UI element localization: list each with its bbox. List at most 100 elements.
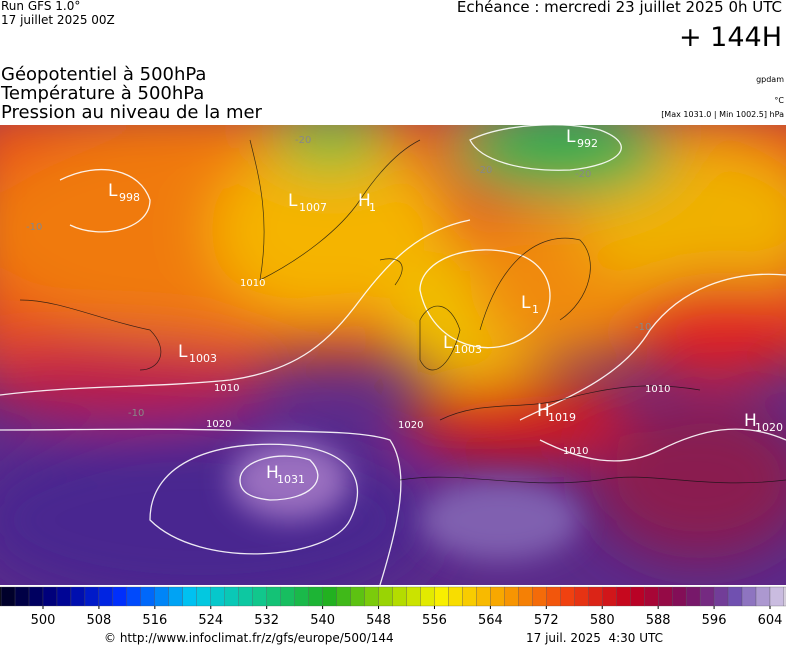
colorbar-swatch xyxy=(755,586,771,607)
colorbar-swatch xyxy=(294,586,309,607)
temperature-label: -20 xyxy=(476,165,492,176)
run-date: 17 juillet 2025 00Z xyxy=(1,13,115,27)
colorbar-swatch xyxy=(685,586,701,607)
colorbar-label: 580 xyxy=(590,613,615,628)
colorbar-swatch xyxy=(56,586,72,607)
colorbar-swatch xyxy=(182,586,197,607)
center-symbol: H xyxy=(358,191,371,211)
colorbar-swatch xyxy=(210,586,225,607)
colorbar-label: 540 xyxy=(310,613,335,628)
isobar-label: 1020 xyxy=(206,419,231,430)
colorbar-swatch xyxy=(741,586,757,607)
colorbar-swatch xyxy=(588,586,603,607)
colorbar-swatch xyxy=(504,586,519,607)
colorbar-swatch xyxy=(140,586,155,607)
colorbar-swatch xyxy=(630,586,645,607)
colorbar-swatch xyxy=(154,586,169,607)
isobar-label: 1020 xyxy=(398,420,423,431)
colorbar-swatch xyxy=(252,586,267,607)
colorbar-label: 500 xyxy=(31,613,56,628)
temperature-label: -10 xyxy=(26,222,42,233)
isobar-label: 1010 xyxy=(240,278,265,289)
colorbar-swatch xyxy=(378,586,393,607)
field-title: Température à 500hPa xyxy=(1,83,205,104)
field-title: Pression au niveau de la mer xyxy=(1,102,262,123)
colorbar-swatch xyxy=(490,586,505,607)
center-symbol: L xyxy=(288,191,298,211)
colorbar-swatch xyxy=(28,586,44,607)
center-value: 998 xyxy=(119,191,140,204)
colorbar-swatch xyxy=(364,586,379,607)
colorbar-swatch xyxy=(98,586,114,607)
colorbar-swatch xyxy=(434,586,449,607)
lead-time: + 144H xyxy=(678,22,782,53)
temperature-label: -10 xyxy=(635,322,651,333)
unit: °C xyxy=(774,96,784,105)
colorbar-swatch xyxy=(671,586,687,607)
colorbar-swatch xyxy=(658,586,673,607)
colorbar-swatch xyxy=(462,586,477,607)
center-value: 1003 xyxy=(454,343,482,356)
issued: 17 juil. 2025 4:30 UTC xyxy=(526,631,664,645)
colorbar-label: 596 xyxy=(702,613,727,628)
center-symbol: L xyxy=(521,293,531,313)
source: © http://www.infoclimat.fr/z/gfs/europe/… xyxy=(104,631,394,645)
center-value: 1020 xyxy=(755,421,783,434)
colorbar-swatch xyxy=(336,586,351,607)
colorbar: 500 508 516 524 532 540 548 556 564 572 580 588 596 6… xyxy=(0,586,786,628)
center-value: 1007 xyxy=(299,201,327,214)
colorbar-swatch xyxy=(713,586,729,607)
temperature-label: -20 xyxy=(575,169,591,180)
center-symbol: L xyxy=(566,127,576,147)
colorbar-swatch xyxy=(280,586,295,607)
center-symbol: H xyxy=(537,401,550,421)
colorbar-swatch xyxy=(84,586,100,607)
center-value: 1031 xyxy=(277,473,305,486)
colorbar-swatch xyxy=(518,586,533,607)
colorbar-swatch xyxy=(70,586,86,607)
colorbar-swatch xyxy=(602,586,617,607)
colorbar-swatch xyxy=(560,586,575,607)
colorbar-label: 564 xyxy=(478,613,503,628)
unit: [Max 1031.0 | Min 1002.5] hPa xyxy=(661,110,784,119)
isobar-label: 1010 xyxy=(645,384,670,395)
colorbar-swatch xyxy=(392,586,407,607)
colorbar-swatch xyxy=(406,586,421,607)
colorbar-swatch xyxy=(0,586,16,607)
colorbar-swatch xyxy=(322,586,337,607)
colorbar-swatch xyxy=(769,586,785,607)
center-symbol: L xyxy=(108,181,118,201)
colorbar-swatch xyxy=(727,586,743,607)
colorbar-label: 556 xyxy=(422,613,447,628)
colorbar-swatch xyxy=(238,586,253,607)
temperature-label: -10 xyxy=(128,408,144,419)
center-value: 1 xyxy=(532,303,539,316)
center-value: 1 xyxy=(369,201,376,214)
colorbar-swatch xyxy=(224,586,239,607)
center-symbol: L xyxy=(178,342,188,362)
colorbar-swatch xyxy=(308,586,323,607)
colorbar-label: 604 xyxy=(758,613,783,628)
colorbar-swatch xyxy=(126,586,142,607)
colorbar-label: 572 xyxy=(534,613,559,628)
unit: gpdam xyxy=(756,75,784,84)
center-symbol: H xyxy=(266,463,279,483)
isobar-label: 1010 xyxy=(563,446,588,457)
forecast-time: Echéance : mercredi 23 juillet 2025 0h U… xyxy=(456,0,782,16)
colorbar-swatch xyxy=(783,586,786,607)
colorbar-swatch xyxy=(266,586,281,607)
colorbar-swatch xyxy=(532,586,547,607)
colorbar-swatch xyxy=(196,586,211,607)
colorbar-swatch xyxy=(448,586,463,607)
colorbar-swatch xyxy=(616,586,631,607)
center-symbol: L xyxy=(443,333,453,353)
colorbar-swatch xyxy=(546,586,561,607)
colorbar-swatch xyxy=(14,586,30,607)
colorbar-label: 508 xyxy=(87,613,112,628)
colorbar-swatch xyxy=(420,586,435,607)
colorbar-swatch xyxy=(699,586,715,607)
colorbar-swatch xyxy=(644,586,659,607)
